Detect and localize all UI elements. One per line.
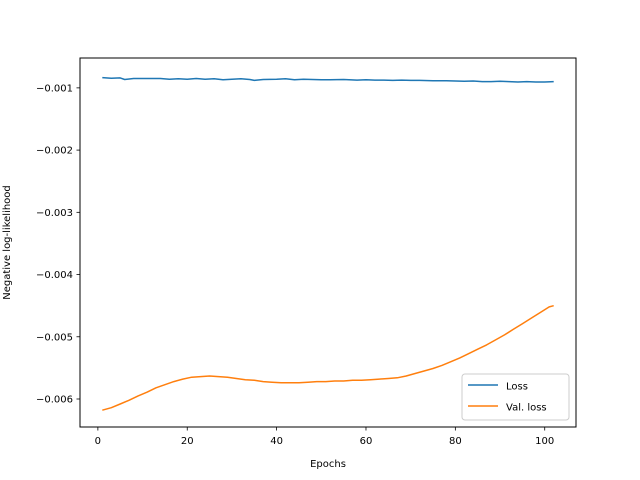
x-tick-label: 40: [270, 436, 283, 447]
legend: Loss Val. loss: [461, 373, 570, 421]
legend-label-loss: Loss: [506, 382, 528, 393]
y-axis-label: Negative log-likelihood: [2, 185, 13, 300]
x-tick-label: 0: [95, 436, 101, 447]
x-axis-label: Epochs: [310, 459, 346, 470]
x-tick-label: 80: [449, 436, 462, 447]
y-axis-ticks: −0.006 −0.005 −0.004 −0.003 −0.002 −0.001: [36, 83, 80, 405]
y-tick-label: −0.001: [36, 83, 73, 94]
plot-area: [80, 58, 576, 427]
legend-label-val-loss: Val. loss: [506, 403, 547, 414]
x-tick-label: 100: [535, 436, 554, 447]
x-tick-label: 60: [360, 436, 373, 447]
x-tick-label: 20: [181, 436, 194, 447]
x-axis-ticks: 0 20 40 60 80 100: [95, 427, 554, 447]
y-tick-label: −0.006: [36, 394, 73, 405]
plot-frame: [79, 57, 577, 428]
y-tick-label: −0.005: [36, 332, 73, 343]
series-line-val-loss: [102, 304, 554, 411]
y-tick-label: −0.003: [36, 208, 73, 219]
series-layer: [102, 76, 554, 411]
series-line-loss: [102, 76, 554, 83]
y-tick-label: −0.004: [36, 270, 73, 281]
y-tick-label: −0.002: [36, 146, 73, 157]
